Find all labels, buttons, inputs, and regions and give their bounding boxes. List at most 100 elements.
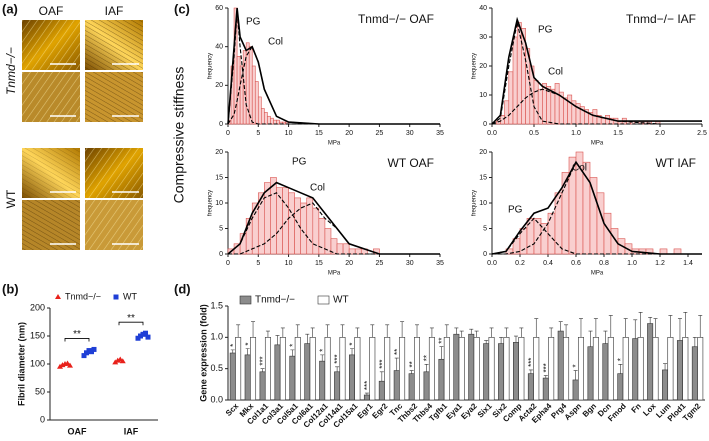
significance: ***: [363, 381, 372, 390]
x-tick-label: Six1: [476, 401, 494, 419]
significance: **: [423, 355, 432, 361]
bar: [438, 358, 445, 401]
x-tick-label: Egr2: [370, 401, 389, 420]
error-bar: [251, 321, 256, 338]
histogram-bar: [342, 243, 350, 255]
x-axis-title: MPa: [591, 271, 604, 277]
bar: [399, 337, 406, 401]
histogram-bar: [288, 192, 295, 255]
micrographs: [22, 20, 143, 250]
y-tick-label: 100: [30, 358, 45, 368]
x-tick-label: 35: [436, 260, 444, 267]
bar: [334, 371, 341, 401]
error-bar: [459, 330, 464, 338]
histogram-bar: [547, 212, 556, 255]
error-bar: [549, 327, 554, 338]
error-bar: [513, 335, 518, 343]
histogram-bar: [248, 46, 253, 125]
annotation: PG: [508, 205, 523, 216]
x-tick-label: Egr1: [356, 401, 375, 420]
x-tick-label: Tgm2: [681, 401, 703, 423]
significance: *: [616, 358, 625, 361]
panel-label: (a): [2, 1, 18, 16]
bar: [443, 337, 450, 401]
bar: [259, 371, 266, 401]
significance: *: [289, 344, 298, 347]
bar: [483, 343, 490, 401]
significance: *: [572, 364, 581, 367]
significance-bracket: [118, 321, 144, 326]
significance: ***: [378, 359, 387, 368]
y-tick-label: 20: [215, 149, 223, 156]
bar: [423, 371, 430, 401]
bar: [279, 337, 286, 401]
y-tick-label: 10: [479, 200, 487, 207]
error-bar: [424, 363, 429, 372]
bar: [309, 337, 316, 401]
y-axis-title: frequency: [472, 53, 478, 79]
error-bar: [245, 348, 250, 355]
error-bar: [350, 348, 355, 355]
error-bar: [633, 319, 638, 339]
bar: [428, 337, 435, 401]
bar: [414, 337, 420, 401]
annotation: PG: [292, 157, 307, 168]
histogram-bar: [348, 248, 356, 255]
bar: [622, 337, 629, 401]
x-tick-label: OAF: [68, 426, 88, 436]
bar: [513, 342, 519, 401]
x-tick-label: 15: [315, 130, 323, 137]
y-tick-label: 40: [215, 44, 223, 51]
x-tick-label: Fn: [630, 401, 643, 414]
error-bar: [698, 315, 703, 338]
error-bar: [364, 392, 369, 395]
x-axis-title: MPa: [591, 141, 604, 147]
error-bar: [603, 330, 608, 344]
error-bar: [528, 369, 533, 374]
data-point: [67, 362, 73, 368]
bar: [533, 337, 540, 401]
row-label: Tnmd−/−: [4, 47, 18, 95]
error-bar: [280, 327, 285, 338]
bar: [557, 330, 564, 401]
axis-title: Compressive stiffness: [171, 67, 187, 204]
x-tick-label: 35: [436, 130, 444, 137]
y-tick-label: 15: [215, 174, 223, 181]
significance: **: [393, 349, 402, 355]
x-tick-label: 0.0: [487, 260, 497, 267]
panel-label: (d): [174, 281, 191, 296]
bar: [473, 337, 480, 401]
y-tick-label: 50: [35, 386, 45, 396]
error-bar: [260, 368, 265, 372]
error-bar: [543, 375, 548, 379]
x-tick-label: 2.0: [655, 130, 665, 137]
error-bar: [578, 318, 583, 338]
histogram-bar: [251, 65, 256, 125]
bar: [617, 373, 624, 401]
y-tick-label: 30: [479, 34, 487, 41]
bar: [682, 337, 689, 401]
histogram-bar: [567, 94, 573, 125]
error-bar: [484, 340, 489, 344]
error-bar: [588, 330, 593, 347]
histogram-bar: [276, 119, 280, 125]
fit-curve: [227, 11, 440, 125]
x-tick-label: 5: [256, 260, 260, 267]
histogram-bar: [270, 117, 274, 125]
bar: [339, 337, 346, 401]
annotation: Col: [548, 67, 563, 78]
chart-title: WT OAF: [388, 156, 434, 170]
y-tick-label: 200: [30, 302, 45, 312]
bar: [354, 337, 361, 401]
error-bar: [677, 318, 682, 341]
histogram-bar: [336, 243, 344, 255]
bar: [577, 337, 584, 401]
bar: [229, 352, 236, 401]
error-bar: [335, 366, 340, 372]
bar: [542, 377, 549, 401]
histogram-bar: [257, 96, 262, 125]
x-tick-label: IAF: [124, 426, 139, 436]
annotation: Col: [310, 183, 325, 194]
x-tick-label: 1.0: [627, 260, 637, 267]
